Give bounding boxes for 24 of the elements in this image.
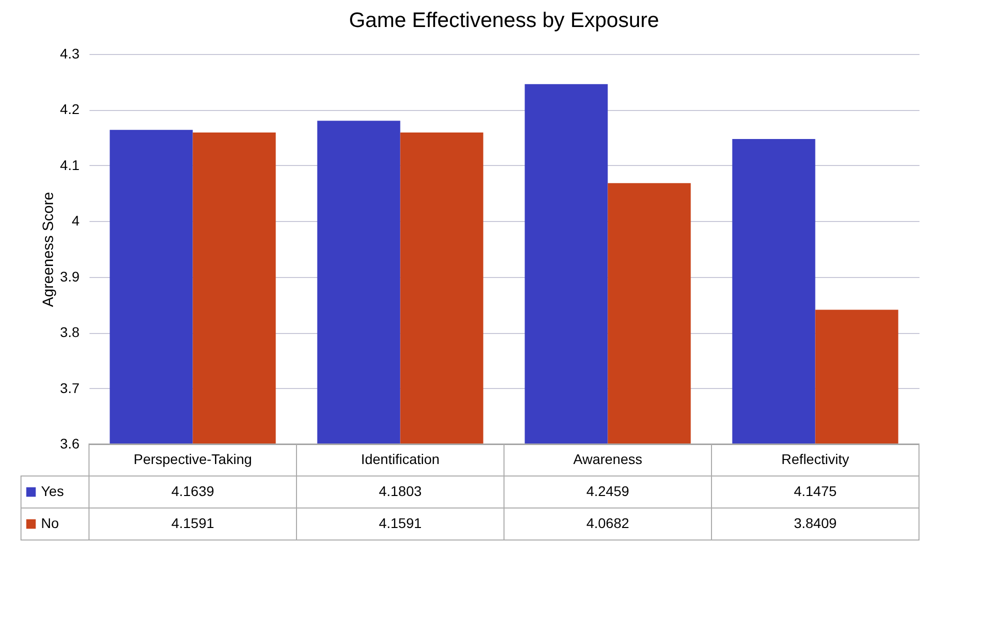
legend-label: No <box>41 515 60 531</box>
data-label: 4.1803 <box>378 483 422 499</box>
chart-title: Game Effectiveness by Exposure <box>348 9 660 32</box>
x-tick-label: Perspective-Taking <box>134 451 252 467</box>
y-tick-label: 4.1 <box>60 156 80 173</box>
y-tick-label: 4.3 <box>60 46 80 62</box>
y-tick-label: 3.8 <box>60 324 80 340</box>
x-tick-label: Identification <box>360 451 440 467</box>
data-label: 4.1639 <box>171 483 214 499</box>
x-tick-label: Reflectivity <box>781 451 850 467</box>
y-tick-label: 3.7 <box>60 380 80 396</box>
data-label: 4.1591 <box>378 515 422 531</box>
y-tick-label: 4.2 <box>60 101 80 118</box>
y-tick-label: 4 <box>72 212 80 229</box>
data-label: 3.8409 <box>794 515 837 531</box>
data-label: 4.1475 <box>794 483 837 499</box>
data-label: 4.0682 <box>586 515 630 531</box>
y-tick-label: 3.6 <box>60 436 80 452</box>
y-tick-label: 3.9 <box>60 268 80 284</box>
data-label: 4.2459 <box>586 483 630 499</box>
data-label: 4.1591 <box>171 515 214 531</box>
x-tick-label: Awareness <box>573 451 642 467</box>
y-axis-title: Agreeness Score <box>40 192 58 308</box>
legend-label: Yes <box>41 483 64 499</box>
